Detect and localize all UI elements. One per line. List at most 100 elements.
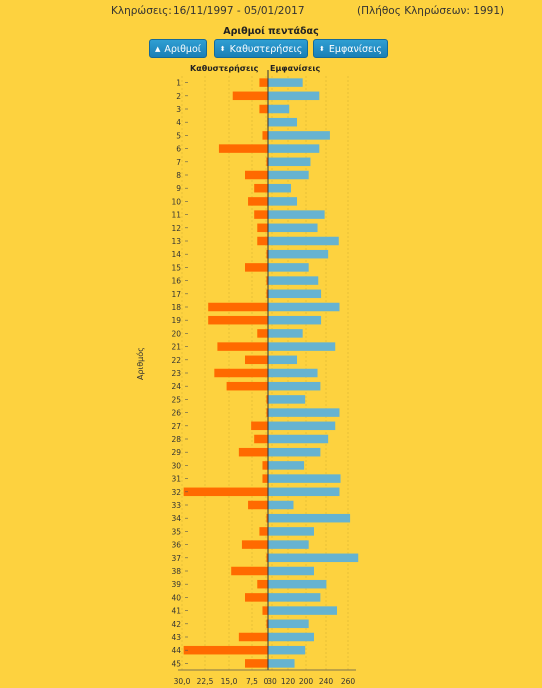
delay-bar	[183, 645, 268, 655]
category-label: 36	[171, 541, 181, 550]
appearance-bar	[268, 144, 320, 153]
category-label: 29	[171, 448, 181, 457]
delay-bar	[259, 527, 268, 536]
appearance-bar	[268, 540, 309, 549]
delays-column-header: Καθυστερήσεις	[190, 64, 259, 73]
category-label: 22	[171, 356, 181, 365]
category-label: 23	[171, 369, 181, 378]
category-label: 9	[176, 184, 181, 193]
delay-bar	[183, 487, 268, 497]
chart-title: Αριθμοί πεντάδας	[223, 26, 319, 37]
delay-bar	[257, 236, 268, 246]
delay-bar	[259, 78, 268, 87]
appearance-bar	[268, 645, 306, 655]
delay-bar	[226, 381, 268, 391]
category-label: 35	[171, 527, 181, 536]
appearance-bar	[268, 381, 321, 391]
appearance-bar	[268, 434, 329, 444]
category-label: 16	[171, 277, 181, 286]
sort-numbers-label: Αριθμοί	[164, 44, 202, 55]
delay-bar	[251, 421, 268, 431]
category-label: 28	[171, 435, 181, 444]
appearance-bar	[268, 461, 305, 470]
appearance-bar	[268, 421, 336, 431]
delay-bar	[245, 355, 268, 365]
appearance-bar	[268, 329, 303, 338]
appearance-bar	[268, 447, 321, 457]
category-label: 8	[176, 171, 181, 180]
delay-bar	[241, 540, 268, 549]
appearance-bar	[268, 131, 330, 140]
delay-bar	[257, 329, 268, 338]
left-tick-label: 7,5	[246, 677, 258, 686]
category-label: 14	[171, 250, 181, 259]
sort-appearances-button[interactable]: ⬍ Εμφανίσεις	[313, 39, 388, 58]
category-label: 39	[171, 580, 181, 589]
appearances-column-header: Εμφανίσεις	[270, 64, 321, 73]
category-label: 42	[171, 620, 181, 629]
delay-bar	[266, 513, 268, 523]
appearance-bar	[268, 487, 340, 497]
appearance-bar	[268, 249, 329, 259]
category-label: 15	[171, 263, 181, 272]
appearance-bar	[268, 408, 340, 417]
delay-bar	[217, 342, 268, 351]
category-label: 33	[171, 501, 181, 510]
appearance-bar	[268, 342, 336, 351]
appearance-bar	[268, 170, 309, 180]
delay-bar	[208, 302, 268, 312]
appearance-bar	[268, 395, 306, 404]
delay-bar	[238, 447, 268, 457]
appearance-bar	[268, 183, 291, 193]
right-tick-label: 120	[281, 677, 296, 686]
delay-bar	[254, 434, 268, 444]
category-label: 26	[171, 409, 181, 418]
appearance-bar	[268, 117, 298, 127]
category-label: 31	[171, 475, 181, 484]
left-tick-label: 22,5	[197, 677, 214, 686]
delay-bar	[266, 553, 268, 563]
category-label: 19	[171, 316, 181, 325]
delay-bar	[245, 593, 268, 602]
category-label: 25	[171, 395, 181, 404]
delay-bar	[266, 289, 268, 299]
appearance-bar	[268, 659, 295, 668]
draws-date-range: 16/11/1997 - 05/01/2017	[173, 5, 305, 17]
delay-bar	[248, 197, 268, 206]
category-label: 17	[171, 290, 181, 299]
delay-bar	[208, 315, 268, 325]
category-label: 4	[176, 118, 181, 127]
sort-numbers-button[interactable]: ▲ Αριθμοί	[149, 39, 207, 58]
category-label: 11	[171, 211, 181, 220]
appearance-bar	[268, 579, 327, 589]
appearance-bar	[268, 78, 303, 87]
delay-bar	[266, 249, 268, 259]
delay-bar	[266, 157, 268, 167]
left-tick-label: 0	[264, 677, 269, 686]
appearance-bar	[268, 276, 319, 285]
delay-bar	[262, 606, 268, 615]
category-label: 2	[176, 92, 181, 101]
category-label: 30	[171, 461, 181, 470]
category-label: 44	[171, 646, 181, 655]
delay-bar	[262, 474, 268, 483]
delay-bar	[266, 395, 268, 404]
category-label: 12	[171, 224, 181, 233]
category-label: 24	[171, 382, 181, 391]
appearance-bar	[268, 606, 337, 615]
category-label: 20	[171, 329, 181, 338]
sort-delays-button[interactable]: ⬍ Καθυστερήσεις	[214, 39, 308, 58]
category-label: 27	[171, 422, 181, 431]
delay-bar	[238, 632, 268, 642]
appearance-bar	[268, 500, 294, 510]
category-label: 6	[176, 145, 181, 154]
delay-bar	[262, 461, 268, 470]
appearance-bar	[268, 593, 321, 602]
category-label: 45	[171, 659, 181, 668]
category-label: 40	[171, 593, 181, 602]
delay-bar	[245, 659, 268, 668]
draws-label: Κληρώσεις:	[111, 5, 172, 17]
left-tick-label: 30,0	[174, 677, 191, 686]
delay-bar	[248, 500, 268, 510]
